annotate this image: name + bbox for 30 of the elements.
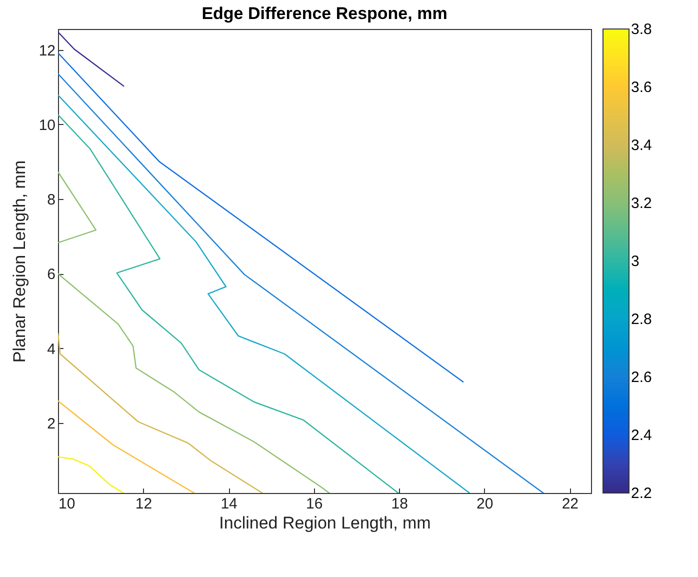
line-series [58, 456, 124, 493]
x-tick-label: 14 [220, 496, 238, 512]
line-series [58, 94, 470, 493]
y-tick-label: 8 [47, 192, 56, 209]
y-tick-label: 6 [47, 266, 56, 284]
y-tick-label: 4 [47, 340, 56, 358]
color-bar-label: 3 [631, 253, 640, 270]
x-tick-label: 18 [391, 496, 408, 512]
x-tick-label: 10 [58, 496, 76, 512]
line-series [58, 114, 399, 493]
color-bar-label: 2.8 [631, 311, 652, 328]
color-bar-label: 3.6 [631, 79, 652, 96]
color-bar-label: 2.2 [631, 485, 652, 502]
color-bar-label: 3.4 [631, 137, 652, 154]
color-bar-label: 3.8 [631, 21, 652, 38]
x-tick-label: 12 [135, 496, 152, 512]
y-tick-label: 12 [38, 42, 56, 60]
line-series [58, 333, 263, 493]
x-axis-title: Inclined Region Length, mm [219, 514, 431, 532]
chart-title: Edge Difference Respone, mm [202, 4, 448, 23]
color-bar-label: 2.6 [631, 369, 652, 386]
color-bar-label: 2.4 [631, 427, 652, 444]
x-tick-label: 16 [306, 496, 323, 512]
y-tick-label: 10 [38, 116, 56, 134]
x-tick-label: 20 [476, 496, 494, 512]
x-tick-label: 22 [562, 496, 579, 512]
y-axis-title: Planar Region Length, mm [10, 160, 29, 363]
line-series [58, 273, 330, 493]
color-bar-label: 3.2 [631, 195, 652, 212]
y-tick-label: 2 [47, 415, 56, 432]
